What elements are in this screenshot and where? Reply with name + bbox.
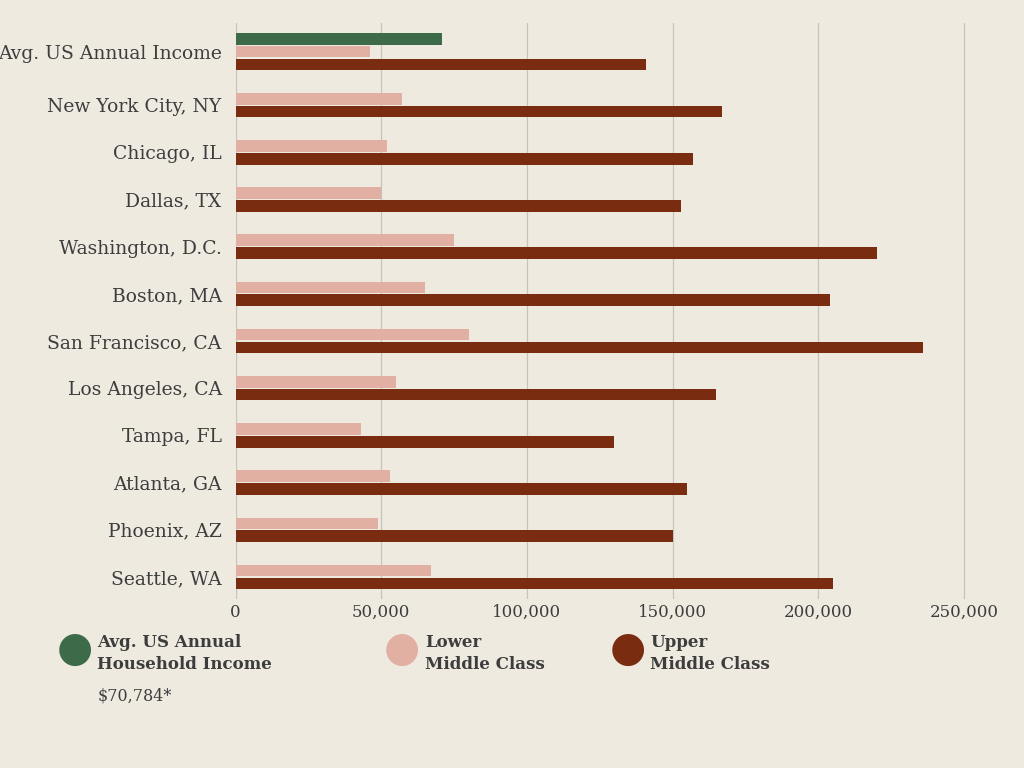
Text: ●: ● [384, 628, 421, 670]
Bar [236, 389, 717, 400]
Bar [236, 93, 401, 104]
Bar [236, 187, 381, 199]
Bar [236, 531, 673, 542]
Bar [236, 376, 396, 388]
Bar [236, 518, 378, 529]
Bar [236, 234, 454, 246]
Text: Lower
Middle Class: Lower Middle Class [425, 634, 545, 673]
Bar [236, 200, 681, 212]
Bar [236, 46, 370, 58]
Bar [236, 470, 390, 482]
Bar [236, 564, 431, 576]
Bar [236, 140, 387, 152]
Bar [236, 153, 693, 164]
Text: Avg. US Annual
Household Income: Avg. US Annual Household Income [97, 634, 272, 673]
Bar [236, 423, 360, 435]
Bar [236, 578, 833, 589]
Bar [236, 436, 614, 448]
Bar [236, 282, 425, 293]
Text: Upper
Middle Class: Upper Middle Class [650, 634, 770, 673]
Bar [236, 329, 469, 340]
Bar [236, 483, 687, 495]
Bar [236, 294, 830, 306]
Bar [236, 342, 924, 353]
Bar [236, 106, 722, 118]
Text: $70,784*: $70,784* [97, 687, 172, 704]
Bar [236, 247, 877, 259]
Text: ●: ● [609, 628, 646, 670]
Bar [236, 33, 441, 45]
Bar [236, 58, 646, 70]
Text: ●: ● [56, 628, 93, 670]
